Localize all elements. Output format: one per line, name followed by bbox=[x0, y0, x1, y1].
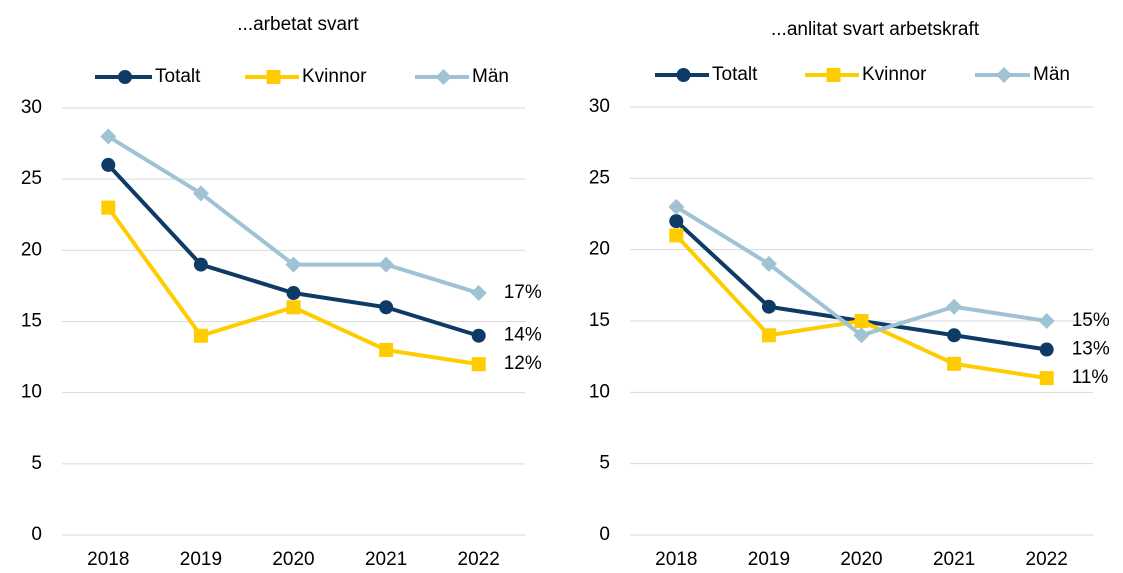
value-label: 15% bbox=[1072, 310, 1110, 331]
legend-label: Totalt bbox=[712, 64, 758, 85]
legend-label: Totalt bbox=[155, 66, 201, 87]
x-tick-label: 2019 bbox=[180, 549, 222, 570]
value-label: 12% bbox=[504, 353, 542, 374]
data-point bbox=[669, 214, 684, 229]
data-point bbox=[1039, 371, 1054, 386]
y-tick-label: 10 bbox=[589, 381, 610, 402]
data-point bbox=[854, 314, 869, 328]
data-point bbox=[470, 285, 487, 302]
series-line bbox=[106, 206, 480, 367]
value-label: 11% bbox=[1072, 367, 1109, 388]
legend-marker bbox=[826, 68, 841, 82]
y-tick-label: 30 bbox=[21, 97, 42, 118]
x-tick-label: 2018 bbox=[655, 549, 697, 570]
data-point bbox=[100, 128, 117, 145]
data-point bbox=[946, 298, 963, 315]
data-point bbox=[760, 255, 777, 272]
y-tick-label: 30 bbox=[589, 96, 610, 117]
data-point bbox=[471, 357, 486, 372]
data-point bbox=[853, 327, 870, 344]
y-tick-label: 15 bbox=[21, 311, 42, 332]
legend-marker bbox=[118, 70, 132, 84]
y-tick-label: 5 bbox=[599, 453, 610, 474]
y-tick-label: 20 bbox=[21, 239, 42, 260]
legend-marker bbox=[996, 67, 1012, 83]
value-label: 17% bbox=[504, 282, 542, 303]
legend-marker bbox=[435, 69, 452, 85]
legend-label: Män bbox=[1033, 64, 1070, 85]
chart-title: ...anlitat svart arbetskraft bbox=[771, 19, 980, 40]
y-tick-label: 20 bbox=[589, 239, 610, 260]
data-point bbox=[378, 256, 395, 273]
data-point bbox=[192, 185, 209, 202]
chart-title: ...arbetat svart bbox=[237, 14, 359, 35]
data-point bbox=[286, 300, 301, 315]
legend-marker bbox=[676, 68, 691, 82]
y-tick-label: 15 bbox=[589, 310, 610, 331]
x-tick-label: 2021 bbox=[933, 549, 975, 570]
data-point bbox=[101, 157, 116, 172]
y-tick-label: 10 bbox=[21, 382, 42, 403]
series-line bbox=[674, 234, 1048, 381]
data-point bbox=[947, 328, 962, 343]
y-tick-label: 0 bbox=[599, 524, 610, 545]
data-point bbox=[761, 299, 776, 314]
x-tick-label: 2021 bbox=[365, 549, 407, 570]
data-point bbox=[379, 342, 394, 357]
x-tick-label: 2018 bbox=[87, 549, 129, 570]
data-point bbox=[193, 328, 208, 343]
x-tick-label: 2022 bbox=[458, 549, 500, 570]
data-point bbox=[1039, 342, 1054, 357]
data-point bbox=[947, 356, 962, 371]
data-point bbox=[761, 328, 776, 343]
data-point bbox=[668, 198, 685, 215]
x-tick-label: 2020 bbox=[840, 549, 882, 570]
legend-label: Kvinnor bbox=[302, 66, 367, 87]
legend-marker bbox=[266, 70, 281, 84]
data-point bbox=[669, 228, 684, 243]
data-point bbox=[471, 328, 486, 343]
x-tick-label: 2020 bbox=[272, 549, 314, 570]
data-point bbox=[379, 300, 394, 315]
y-tick-label: 25 bbox=[589, 167, 610, 188]
y-tick-label: 5 bbox=[31, 453, 42, 474]
data-point bbox=[286, 286, 301, 301]
x-tick-label: 2022 bbox=[1026, 549, 1068, 570]
value-label: 13% bbox=[1072, 339, 1110, 360]
data-point bbox=[1038, 313, 1055, 329]
y-tick-label: 0 bbox=[31, 524, 42, 545]
data-point bbox=[285, 256, 302, 273]
data-point bbox=[101, 200, 116, 215]
value-label: 14% bbox=[504, 325, 542, 346]
legend-label: Kvinnor bbox=[862, 64, 927, 85]
legend-label: Män bbox=[472, 66, 509, 87]
x-tick-label: 2019 bbox=[748, 549, 790, 570]
data-point bbox=[193, 257, 208, 272]
y-tick-label: 25 bbox=[21, 168, 42, 189]
